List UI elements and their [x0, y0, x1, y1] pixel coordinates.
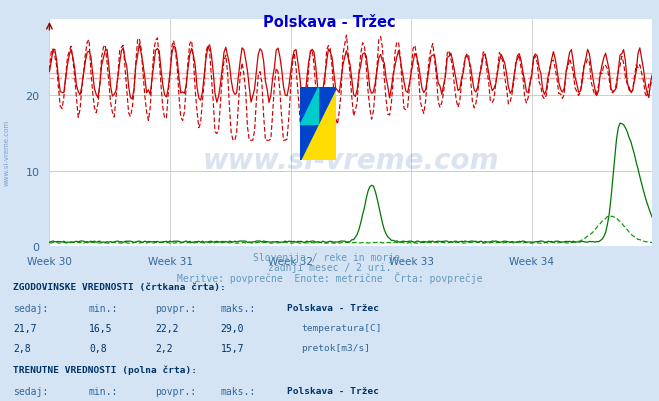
Text: 2,2: 2,2 — [155, 343, 173, 353]
Text: maks.:: maks.: — [221, 386, 256, 396]
Text: 0,8: 0,8 — [89, 343, 107, 353]
Text: 22,2: 22,2 — [155, 324, 179, 334]
Text: Polskava - Tržec: Polskava - Tržec — [287, 304, 379, 312]
Text: www.si-vreme.com: www.si-vreme.com — [203, 146, 499, 174]
Text: Polskava - Tržec: Polskava - Tržec — [263, 15, 396, 30]
Text: pretok[m3/s]: pretok[m3/s] — [301, 343, 370, 352]
Polygon shape — [300, 88, 336, 160]
Text: 29,0: 29,0 — [221, 324, 244, 334]
Text: min.:: min.: — [89, 304, 119, 314]
Text: temperatura[C]: temperatura[C] — [301, 324, 382, 332]
Text: povpr.:: povpr.: — [155, 386, 196, 396]
Text: maks.:: maks.: — [221, 304, 256, 314]
Text: 21,7: 21,7 — [13, 324, 37, 334]
Polygon shape — [300, 88, 336, 160]
Text: sedaj:: sedaj: — [13, 304, 48, 314]
Text: 2,8: 2,8 — [13, 343, 31, 353]
Text: www.si-vreme.com: www.si-vreme.com — [3, 119, 10, 185]
Text: Slovenija / reke in morje.: Slovenija / reke in morje. — [253, 253, 406, 263]
Text: ZGODOVINSKE VREDNOSTI (črtkana črta):: ZGODOVINSKE VREDNOSTI (črtkana črta): — [13, 283, 226, 292]
Text: 15,7: 15,7 — [221, 343, 244, 353]
Text: TRENUTNE VREDNOSTI (polna črta):: TRENUTNE VREDNOSTI (polna črta): — [13, 365, 197, 375]
Text: povpr.:: povpr.: — [155, 304, 196, 314]
Text: zadnji mesec / 2 uri.: zadnji mesec / 2 uri. — [268, 262, 391, 272]
Text: min.:: min.: — [89, 386, 119, 396]
Text: Polskava - Tržec: Polskava - Tržec — [287, 386, 379, 395]
Text: Meritve: povprečne  Enote: metrične  Črta: povprečje: Meritve: povprečne Enote: metrične Črta:… — [177, 271, 482, 284]
Text: 16,5: 16,5 — [89, 324, 113, 334]
Text: sedaj:: sedaj: — [13, 386, 48, 396]
Polygon shape — [300, 88, 318, 124]
